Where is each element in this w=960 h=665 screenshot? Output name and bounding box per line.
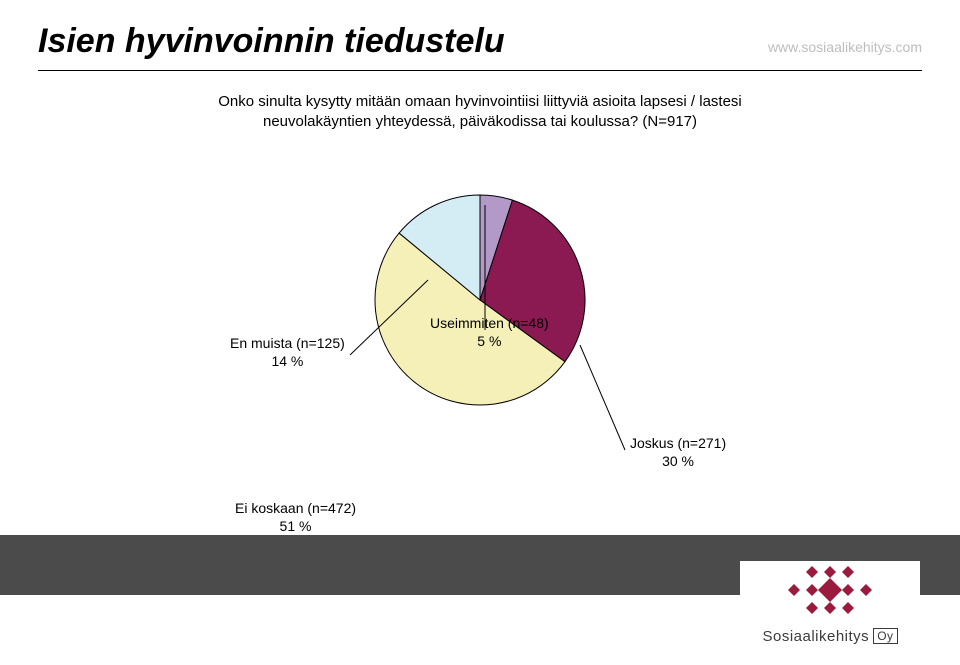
pie-chart xyxy=(370,190,590,410)
label-ei-koskaan-abs: Ei koskaan (n=472) 51 % xyxy=(235,500,356,535)
logo-suffix: Oy xyxy=(873,628,897,644)
logo-diamonds-icon xyxy=(740,561,920,619)
subtitle-line-2: neuvolakäyntien yhteydessä, päiväkodissa… xyxy=(263,113,697,130)
chart-subtitle: Onko sinulta kysytty mitään omaan hyvinv… xyxy=(100,92,860,133)
chart-area: En muista (n=125) 14 % Useimmiten (n=48)… xyxy=(0,150,960,510)
logo-brand: Sosiaalikehitys xyxy=(762,628,869,645)
header-divider xyxy=(38,70,922,71)
label-useimmiten: Useimmiten (n=48) 5 % xyxy=(430,315,549,350)
label-joskus: Joskus (n=271) 30 % xyxy=(630,435,726,470)
logo-text: SosiaalikehitysOy xyxy=(740,628,920,645)
subtitle-line-1: Onko sinulta kysytty mitään omaan hyvinv… xyxy=(218,93,742,110)
site-url: www.sosiaalikehitys.com xyxy=(768,39,922,55)
label-en-muista: En muista (n=125) 14 % xyxy=(230,335,345,370)
brand-logo: SosiaalikehitysOy xyxy=(740,561,920,645)
header-row: Isien hyvinvoinnin tiedustelu www.sosiaa… xyxy=(38,22,922,61)
page-title: Isien hyvinvoinnin tiedustelu xyxy=(38,22,505,61)
